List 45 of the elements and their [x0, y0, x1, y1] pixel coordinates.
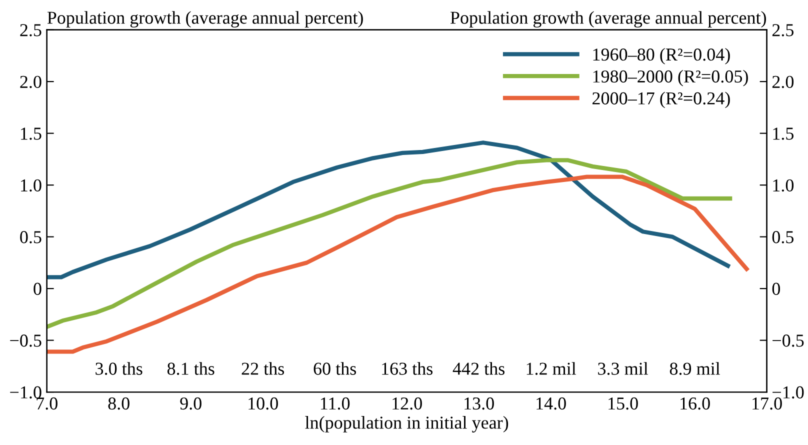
- x-tick-label: 16.0: [680, 397, 710, 410]
- x-tick-label: 10.0: [248, 397, 278, 410]
- y2-tick-label: 2.0: [772, 76, 794, 88]
- y-tick-label: 1.5: [21, 128, 42, 140]
- x-tick-label: 11.0: [320, 397, 350, 410]
- annotation: 3.0 ths: [96, 362, 142, 375]
- y2-tick-label: 1.5: [773, 128, 794, 140]
- y2-tick-label: 0.5: [772, 231, 794, 244]
- y-tick-label: −0.5: [10, 334, 42, 347]
- legend-label: 2000–17 (R²=0.24): [592, 92, 730, 108]
- line-series: [46, 158, 732, 329]
- x-axis-title: ln(population in initial year): [305, 416, 508, 432]
- legend-label: 1980–2000 (R²=0.05): [593, 70, 748, 86]
- x-tick-label: 14.0: [536, 397, 566, 410]
- y2-tick-label: 2.5: [772, 24, 794, 36]
- annotation: 22 ths: [242, 362, 284, 375]
- y-tick-label: 1.0: [21, 179, 42, 192]
- x-tick-label: 13.0: [464, 397, 494, 410]
- legend-label: 1960–80 (R²=0.04): [593, 48, 730, 64]
- annotation: 442 ths: [452, 362, 504, 375]
- x-tick-label: 15.0: [608, 397, 638, 410]
- line-series: [46, 140, 730, 280]
- y-axis-title: Population growth (average annual percent): [47, 11, 363, 28]
- annotation: 163 ths: [382, 362, 433, 375]
- y2-axis-title: Population growth (average annual percent): [450, 11, 766, 28]
- x-tick-label: 9.0: [180, 397, 202, 410]
- line-series: [46, 174, 749, 354]
- x-tick-label: 8.0: [108, 397, 130, 410]
- x-tick-label: 7.0: [36, 397, 58, 410]
- x-tick-label: 17.0: [752, 397, 782, 410]
- y2-tick-label: 1.0: [773, 179, 794, 192]
- y-tick-label: −1.0: [10, 386, 42, 399]
- y2-tick-label: −0.5: [772, 334, 804, 347]
- y-tick-label: 2.0: [20, 76, 42, 88]
- y2-tick-label: 0: [772, 282, 780, 295]
- annotation: 8.9 mil: [670, 362, 720, 375]
- x-tick-label: 12.0: [392, 397, 422, 410]
- y-tick-label: 0: [34, 282, 42, 295]
- annotation: 1.2 mil: [526, 362, 576, 375]
- y-tick-label: 2.5: [20, 24, 42, 36]
- annotation: 3.3 mil: [598, 362, 648, 375]
- annotation: 8.1 ths: [167, 362, 214, 375]
- y-tick-label: 0.5: [20, 231, 42, 244]
- annotation: 60 ths: [314, 362, 356, 375]
- y2-tick-label: −1.0: [772, 386, 804, 399]
